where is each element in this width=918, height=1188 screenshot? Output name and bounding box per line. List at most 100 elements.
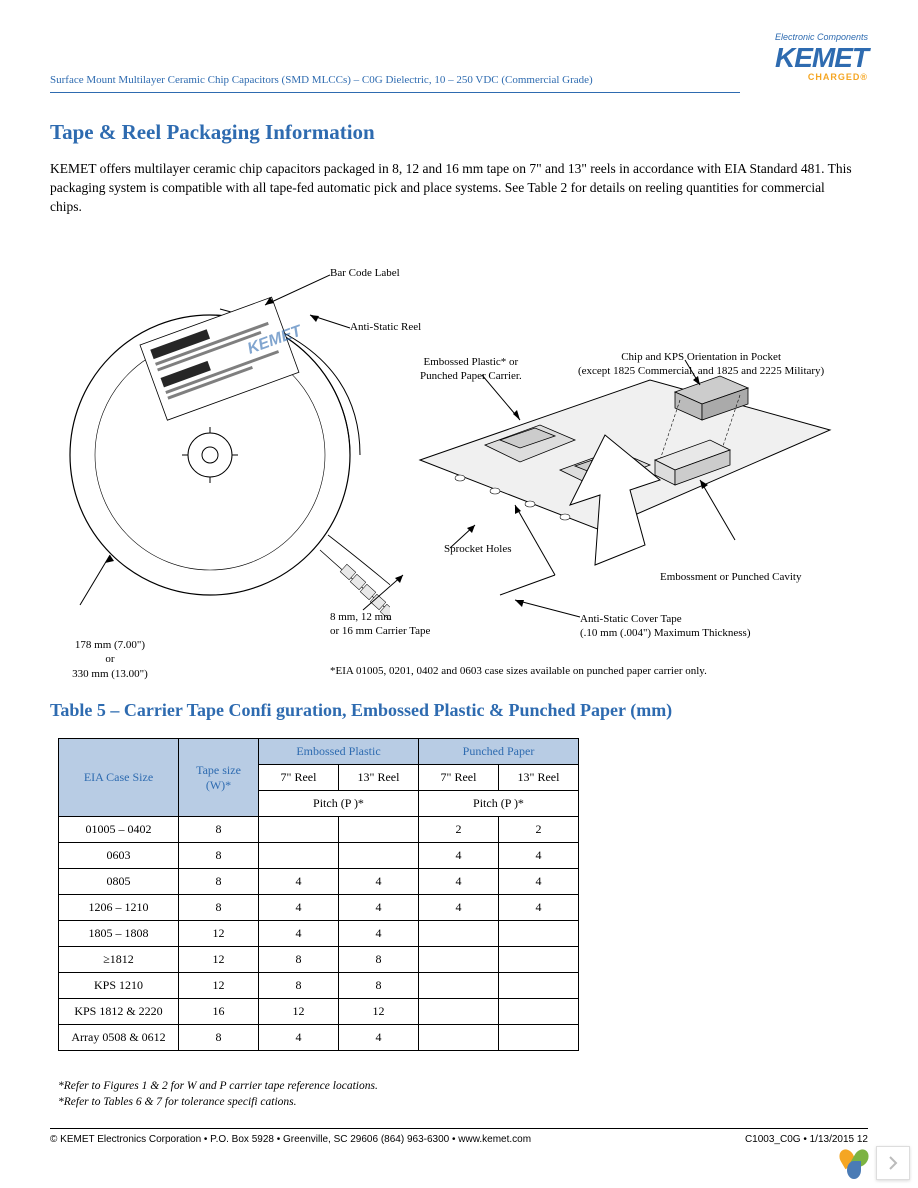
table-cell: [259, 843, 339, 869]
brand-logo: Electronic Components KEMET CHARGED®: [775, 32, 868, 82]
table-cell: [259, 817, 339, 843]
arrow-sprocket: [425, 520, 485, 550]
th-pitch-e: Pitch (P )*: [259, 791, 419, 817]
table-cell: [419, 1025, 499, 1051]
table-cell: 8: [179, 817, 259, 843]
table-cell: 2: [499, 817, 579, 843]
table-cell: 8: [259, 947, 339, 973]
section-title-tape-reel: Tape & Reel Packaging Information: [50, 120, 375, 145]
carrier-tape-table: EIA Case Size Tape size (W)* Embossed Pl…: [58, 738, 579, 1051]
table-cell: 8: [339, 947, 419, 973]
table-cell: 4: [259, 895, 339, 921]
table-cell: KPS 1210: [59, 973, 179, 999]
arrow-cover-tape: [510, 595, 585, 625]
footer-left: © KEMET Electronics Corporation • P.O. B…: [50, 1134, 531, 1145]
logo-charged: CHARGED®: [775, 72, 868, 82]
table-row: Array 0508 & 0612844: [59, 1025, 579, 1051]
table-row: 1206 – 121084444: [59, 895, 579, 921]
table-cell: 1206 – 1210: [59, 895, 179, 921]
table-cell: [419, 973, 499, 999]
table-footnotes: *Refer to Figures 1 & 2 for W and P carr…: [58, 1080, 378, 1112]
diagram-footnote: *EIA 01005, 0201, 0402 and 0603 case siz…: [330, 664, 707, 678]
table-cell: 4: [419, 843, 499, 869]
table-cell: 8: [259, 973, 339, 999]
table-cell: ≥1812: [59, 947, 179, 973]
table-cell: [499, 1025, 579, 1051]
header-rule: [50, 92, 740, 93]
callout-chip-orientation: Chip and KPS Orientation in Pocket (exce…: [578, 350, 824, 379]
reel-diagram: KEMET: [50, 240, 860, 680]
table-row: 01005 – 04028 22: [59, 817, 579, 843]
table-cell: 12: [179, 973, 259, 999]
footnote-2: *Refer to Tables 6 & 7 for tolerance spe…: [58, 1096, 378, 1108]
table-row: 1805 – 18081244: [59, 921, 579, 947]
doc-header-line: Surface Mount Multilayer Ceramic Chip Ca…: [50, 74, 593, 86]
table-cell: 4: [339, 869, 419, 895]
table-cell: KPS 1812 & 2220: [59, 999, 179, 1025]
table-cell: [499, 947, 579, 973]
nav-widget: [838, 1146, 910, 1180]
arrow-barcode: [260, 270, 330, 310]
logo-brand: KEMET: [775, 44, 868, 72]
table-cell: 4: [499, 843, 579, 869]
callout-cover-tape: Anti-Static Cover Tape (.10 mm (.004") M…: [580, 612, 751, 641]
next-page-button[interactable]: [876, 1146, 910, 1180]
table-row: KPS 1812 & 2220161212: [59, 999, 579, 1025]
callout-bar-code: Bar Code Label: [330, 266, 400, 280]
callout-reel-size: 178 mm (7.00") or 330 mm (13.00"): [50, 638, 170, 681]
chevron-right-icon: [888, 1155, 898, 1171]
section-body: KEMET offers multilayer ceramic chip cap…: [50, 160, 860, 217]
th-tape: Tape size (W)*: [179, 739, 259, 817]
table-cell: 12: [339, 999, 419, 1025]
table-cell: 4: [259, 921, 339, 947]
logo-tagline: Electronic Components: [775, 32, 868, 42]
footer-rule: [50, 1128, 868, 1129]
table-cell: [499, 999, 579, 1025]
table-cell: 4: [339, 921, 419, 947]
th-p13: 13" Reel: [499, 765, 579, 791]
viewer-logo-icon[interactable]: [838, 1147, 870, 1179]
table-cell: [339, 843, 419, 869]
th-pitch-p: Pitch (P )*: [419, 791, 579, 817]
table-cell: 0805: [59, 869, 179, 895]
table-cell: 8: [179, 895, 259, 921]
table-cell: [419, 921, 499, 947]
th-case: EIA Case Size: [59, 739, 179, 817]
table-cell: 01005 – 0402: [59, 817, 179, 843]
arrow-carrier-tape: [358, 570, 408, 615]
table-cell: 4: [499, 895, 579, 921]
table-cell: 8: [179, 843, 259, 869]
table-cell: 4: [499, 869, 579, 895]
th-p7: 7" Reel: [419, 765, 499, 791]
footer-right: C1003_C0G • 1/13/2015 12: [745, 1134, 868, 1145]
callout-embossed-carrier: Embossed Plastic* or Punched Paper Carri…: [420, 355, 522, 384]
table-row: ≥18121288: [59, 947, 579, 973]
table-cell: 4: [259, 1025, 339, 1051]
table-cell: [499, 921, 579, 947]
th-e7: 7" Reel: [259, 765, 339, 791]
table-cell: 0603: [59, 843, 179, 869]
table-cell: 16: [179, 999, 259, 1025]
th-punched: Punched Paper: [419, 739, 579, 765]
table-cell: 12: [179, 921, 259, 947]
table-body: 01005 – 040282206038440805844441206 – 12…: [59, 817, 579, 1051]
th-embossed: Embossed Plastic: [259, 739, 419, 765]
callout-antistatic-reel: Anti-Static Reel: [350, 320, 421, 334]
table-cell: 4: [419, 869, 499, 895]
page-footer: © KEMET Electronics Corporation • P.O. B…: [50, 1134, 868, 1145]
table-cell: 4: [419, 895, 499, 921]
table-row: 080584444: [59, 869, 579, 895]
table-cell: 2: [419, 817, 499, 843]
table-cell: 12: [179, 947, 259, 973]
table-cell: 4: [259, 869, 339, 895]
callout-embossment: Embossment or Punched Cavity: [660, 570, 801, 584]
table-cell: 8: [179, 869, 259, 895]
table-cell: 4: [339, 1025, 419, 1051]
table-row: KPS 12101288: [59, 973, 579, 999]
table5-title: Table 5 – Carrier Tape Confi guration, E…: [50, 700, 672, 721]
table-cell: 1805 – 1808: [59, 921, 179, 947]
table-cell: 4: [339, 895, 419, 921]
table-cell: [499, 973, 579, 999]
table-cell: [419, 999, 499, 1025]
table-cell: 8: [339, 973, 419, 999]
